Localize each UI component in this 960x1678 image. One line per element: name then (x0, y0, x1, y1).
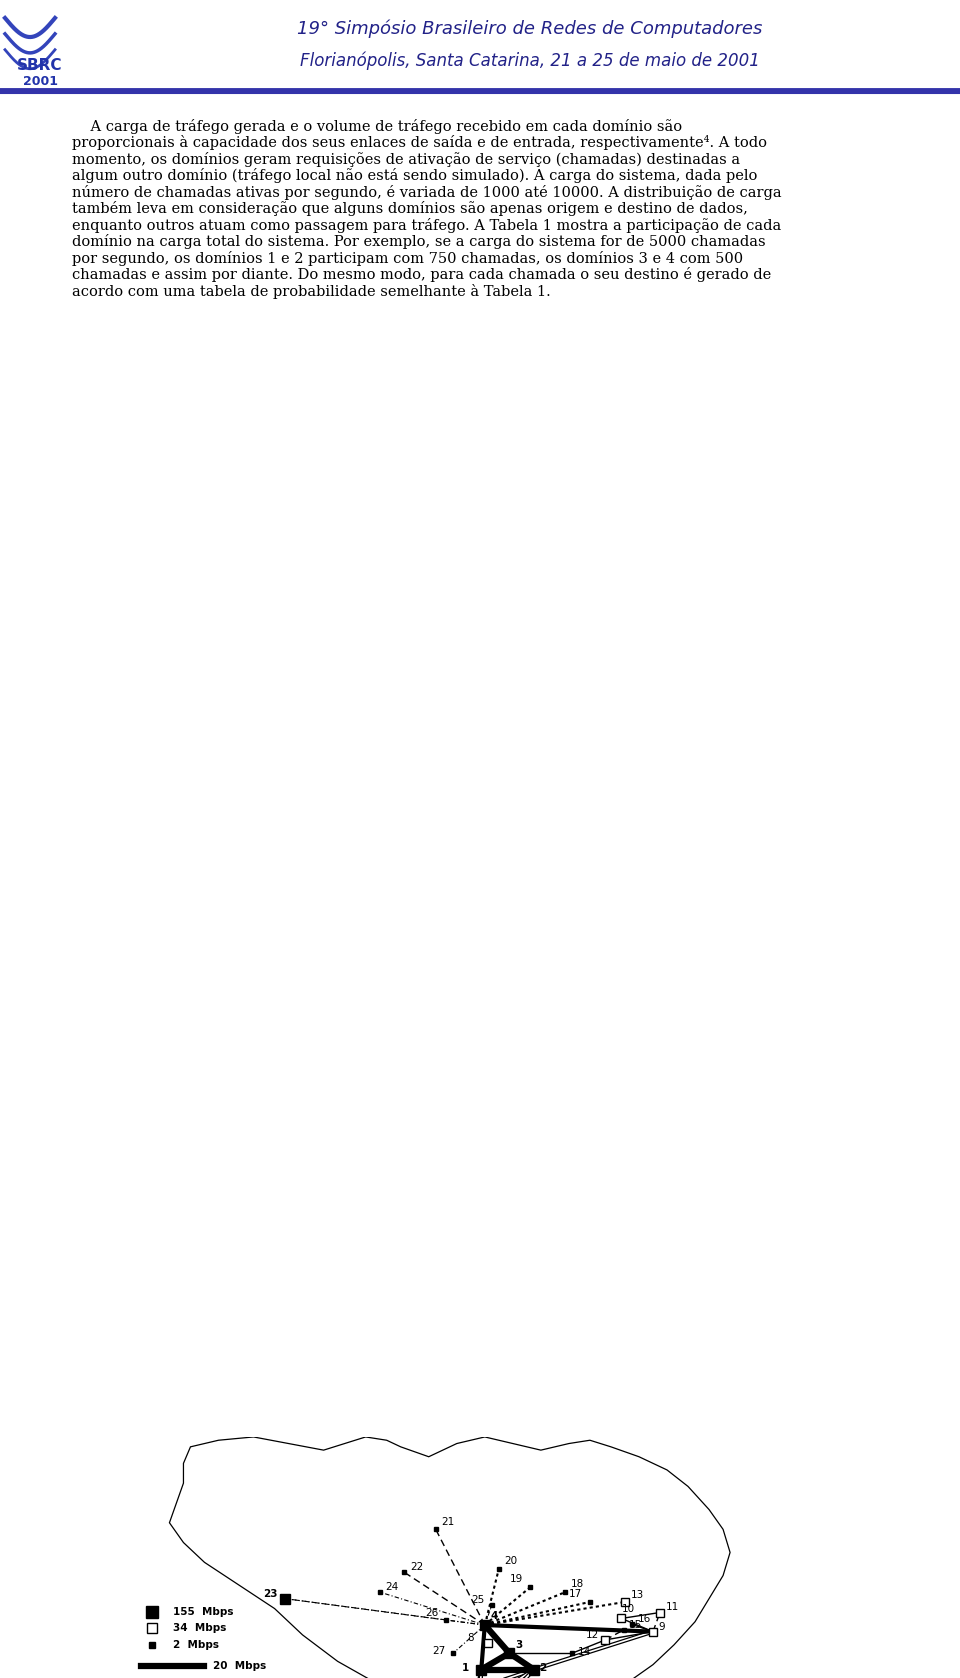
Text: 13: 13 (631, 1591, 644, 1601)
Polygon shape (169, 1436, 731, 1678)
Text: enquanto outros atuam como passagem para tráfego. A Tabela 1 mostra a participaç: enquanto outros atuam como passagem para… (72, 218, 781, 233)
Text: 613: 613 (466, 1619, 494, 1633)
Text: número de chamadas ativas por segundo, é variada de 1000 até 10000. A distribuiç: número de chamadas ativas por segundo, é… (72, 185, 781, 200)
Text: 25: 25 (470, 1596, 484, 1606)
Text: 34  Mbps: 34 Mbps (173, 1623, 227, 1633)
Text: 8: 8 (468, 1633, 474, 1643)
Text: algum outro domínio (tráfego local não está sendo simulado). A carga do sistema,: algum outro domínio (tráfego local não e… (72, 168, 757, 183)
Text: 1: 1 (462, 1663, 468, 1673)
Text: 19: 19 (510, 1574, 522, 1584)
Text: também leva em consideração que alguns domínios são apenas origem e destino de d: também leva em consideração que alguns d… (72, 201, 748, 216)
Text: 155  Mbps: 155 Mbps (173, 1608, 233, 1618)
Text: SBRC: SBRC (17, 59, 62, 74)
Text: 15: 15 (629, 1619, 642, 1629)
Text: 24: 24 (385, 1582, 398, 1592)
Text: 22: 22 (410, 1562, 423, 1572)
Text: domínio na carga total do sistema. Por exemplo, se a carga do sistema for de 500: domínio na carga total do sistema. Por e… (72, 235, 766, 248)
Text: Florianópolis, Santa Catarina, 21 a 25 de maio de 2001: Florianópolis, Santa Catarina, 21 a 25 d… (300, 50, 760, 69)
Text: 23: 23 (263, 1589, 277, 1599)
Text: 4: 4 (491, 1611, 498, 1621)
Text: 2001: 2001 (22, 76, 58, 87)
Text: acordo com uma tabela de probabilidade semelhante à Tabela 1.: acordo com uma tabela de probabilidade s… (72, 284, 551, 299)
Text: 9: 9 (659, 1621, 665, 1631)
Text: 18: 18 (571, 1579, 585, 1589)
Text: 20: 20 (504, 1556, 517, 1566)
Text: chamadas e assim por diante. Do mesmo modo, para cada chamada o seu destino é ge: chamadas e assim por diante. Do mesmo mo… (72, 267, 771, 282)
Text: 14: 14 (578, 1648, 591, 1658)
Text: 12: 12 (586, 1629, 599, 1639)
Text: momento, os domínios geram requisições de ativação de serviço (chamadas) destina: momento, os domínios geram requisições d… (72, 151, 740, 166)
Text: 17: 17 (569, 1589, 582, 1599)
Text: proporcionais à capacidade dos seus enlaces de saída e de entrada, respectivamen: proporcionais à capacidade dos seus enla… (72, 136, 767, 149)
Text: 2  Mbps: 2 Mbps (173, 1639, 219, 1649)
Text: 2: 2 (540, 1663, 546, 1673)
Text: 10: 10 (621, 1604, 635, 1614)
Text: A carga de tráfego gerada e o volume de tráfego recebido em cada domínio são: A carga de tráfego gerada e o volume de … (72, 119, 683, 134)
Text: 19° Simpósio Brasileiro de Redes de Computadores: 19° Simpósio Brasileiro de Redes de Comp… (298, 20, 762, 39)
Text: por segundo, os domínios 1 e 2 participam com 750 chamadas, os domínios 3 e 4 co: por segundo, os domínios 1 e 2 participa… (72, 250, 743, 265)
Text: 27: 27 (432, 1646, 445, 1656)
Text: 20  Mbps: 20 Mbps (213, 1661, 266, 1671)
Text: 3: 3 (515, 1639, 522, 1649)
Text: 26: 26 (425, 1609, 439, 1619)
Text: 16: 16 (637, 1614, 651, 1624)
Text: 11: 11 (665, 1602, 679, 1613)
Text: 21: 21 (442, 1517, 455, 1527)
